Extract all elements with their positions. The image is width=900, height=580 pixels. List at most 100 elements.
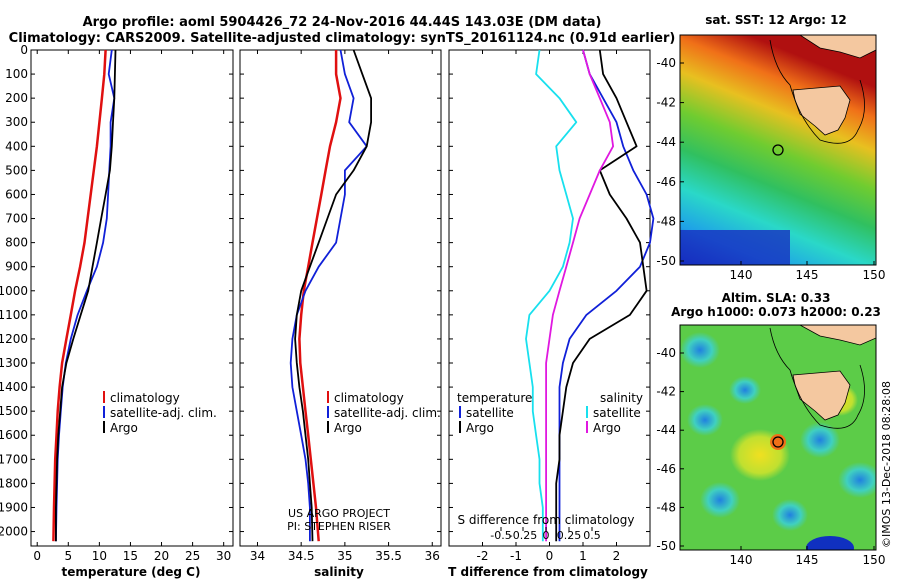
- x-tick-label: 35.5: [375, 549, 402, 563]
- y-tick-label: 300: [5, 115, 28, 129]
- lon-tick-label: 145: [796, 268, 819, 282]
- legend-satellite-adj: satellite-adj. clim.: [110, 406, 217, 420]
- lat-tick-label: -50: [656, 539, 676, 553]
- sla-eddy: [800, 422, 840, 458]
- imos-watermark: ©IMOS 13-Dec-2018 08:28:08: [880, 381, 893, 548]
- y-tick-label: 0: [20, 43, 28, 57]
- sst-map-frame: [679, 34, 877, 266]
- y-tick-label: 1200: [0, 332, 28, 346]
- x-tick-label: 15: [123, 549, 138, 563]
- lon-tick-label: 150: [863, 553, 886, 567]
- temperature-legend: climatology satellite-adj. clim. Argo: [103, 391, 217, 435]
- difference-plot-frame: [448, 49, 651, 547]
- sst-bathymetry-contour: [769, 39, 865, 144]
- series-line-argo: [55, 49, 117, 542]
- y-tick-label: 900: [5, 260, 28, 274]
- series-line-satellite-adj-clim-: [55, 49, 116, 542]
- y-tick-label: 1300: [0, 356, 28, 370]
- series-line-climatology: [298, 50, 342, 542]
- legend-temperature-heading: temperature: [457, 391, 532, 405]
- secondary-tick-label: 0.5: [583, 529, 601, 542]
- lat-tick-label: -42: [656, 385, 676, 399]
- temperature-chart: 0100200300400500600700800900100011001200…: [0, 43, 233, 563]
- lat-tick-label: -48: [656, 214, 676, 228]
- legend-temp-satellite: satellite: [466, 406, 514, 420]
- lon-tick-label: 140: [730, 553, 753, 567]
- x-tick-label: 30: [216, 549, 231, 563]
- secondary-tick-label: -0.5: [490, 529, 511, 542]
- sla-argo-location-marker: [772, 436, 784, 448]
- x-tick-label: 10: [92, 549, 107, 563]
- sla-eddy: [687, 404, 723, 436]
- difference-xlabel: T difference from climatology: [448, 565, 648, 579]
- sla-eddy: [838, 462, 876, 498]
- y-tick-label: 1500: [0, 404, 28, 418]
- x-tick-label: -1: [510, 549, 522, 563]
- secondary-tick-label: -0.25: [509, 529, 537, 542]
- y-tick-label: 600: [5, 187, 28, 201]
- sla-map-axis-ticks: -40 -42 -44 -46 -48 -50 140 145 150: [656, 346, 885, 567]
- series-line-salinity-argo: [545, 49, 614, 542]
- lon-tick-label: 145: [796, 553, 819, 567]
- x-tick-label: 1: [579, 549, 587, 563]
- header-line-1: Argo profile: aoml 5904426_72 24-Nov-201…: [83, 15, 602, 30]
- salinity-plot-frame: [239, 49, 442, 547]
- legend-climatology: climatology: [110, 391, 180, 405]
- x-tick-label: 5: [64, 549, 72, 563]
- temperature-xlabel: temperature (deg C): [62, 565, 201, 579]
- difference-legend: temperature satellite Argo salinity sate…: [457, 391, 643, 435]
- legend-sal-argo: Argo: [593, 421, 621, 435]
- lat-tick-label: -50: [656, 254, 676, 268]
- y-tick-label: 1100: [0, 308, 28, 322]
- lat-tick-label: -40: [656, 56, 676, 70]
- difference-chart: -2 -1 0 1 2: [449, 49, 655, 563]
- secondary-axis-label: S difference from climatology: [458, 513, 635, 527]
- series-line-satellite-adj-clim-: [289, 49, 368, 542]
- sla-eddy: [729, 376, 761, 404]
- australia-coastline: [799, 325, 876, 346]
- lat-tick-label: -40: [656, 346, 676, 360]
- salinity-legend: climatology satellite-adj. clim. Argo: [327, 391, 441, 435]
- sla-map-frame: [679, 324, 877, 551]
- y-tick-label: 400: [5, 139, 28, 153]
- y-tick-label: 100: [5, 67, 28, 81]
- x-tick-label: 25: [185, 549, 200, 563]
- sla-eddy: [772, 499, 808, 531]
- lat-tick-label: -46: [656, 462, 676, 476]
- series-line-salinity-satellite: [525, 49, 578, 542]
- sla-eddy: [680, 332, 720, 368]
- sla-map: [680, 325, 876, 550]
- salinity-chart: 34 34.5 35 35.5 36: [240, 49, 441, 563]
- x-tick-label: -2: [477, 549, 489, 563]
- y-tick-label: 500: [5, 163, 28, 177]
- legend-climatology: climatology: [334, 391, 404, 405]
- sla-map-title-2: Argo h1000: 0.073 h2000: 0.23: [671, 305, 881, 319]
- x-tick-label: 35: [337, 549, 352, 563]
- legend-sal-satellite: satellite: [593, 406, 641, 420]
- secondary-tick-label: 0: [543, 529, 550, 542]
- y-tick-label: 1700: [0, 452, 28, 466]
- credit-pi: PI: STEPHEN RISER: [287, 520, 391, 533]
- y-tick-label: 200: [5, 91, 28, 105]
- lat-tick-label: -44: [656, 135, 676, 149]
- y-tick-label: 1800: [0, 476, 28, 490]
- legend-temp-argo: Argo: [466, 421, 494, 435]
- credit-project: US ARGO PROJECT: [288, 507, 390, 520]
- australia-coastline: [799, 35, 876, 59]
- sla-argo-warm-spot: [770, 434, 786, 450]
- x-tick-label: 2: [613, 549, 621, 563]
- y-tick-label: 1900: [0, 500, 28, 514]
- sst-deep-blue-patch: [680, 230, 790, 265]
- sst-argo-location-marker: [772, 144, 784, 156]
- salinity-xlabel: salinity: [314, 565, 364, 579]
- legend-argo: Argo: [334, 421, 362, 435]
- x-tick-label: 36: [425, 549, 440, 563]
- y-tick-label: 700: [5, 212, 28, 226]
- legend-satellite-adj: satellite-adj. clim.: [334, 406, 441, 420]
- temperature-plot-frame: [30, 49, 234, 547]
- x-tick-label: 0: [33, 549, 41, 563]
- y-tick-label: 1600: [0, 428, 28, 442]
- lon-tick-label: 140: [730, 268, 753, 282]
- x-tick-label: 0: [546, 549, 554, 563]
